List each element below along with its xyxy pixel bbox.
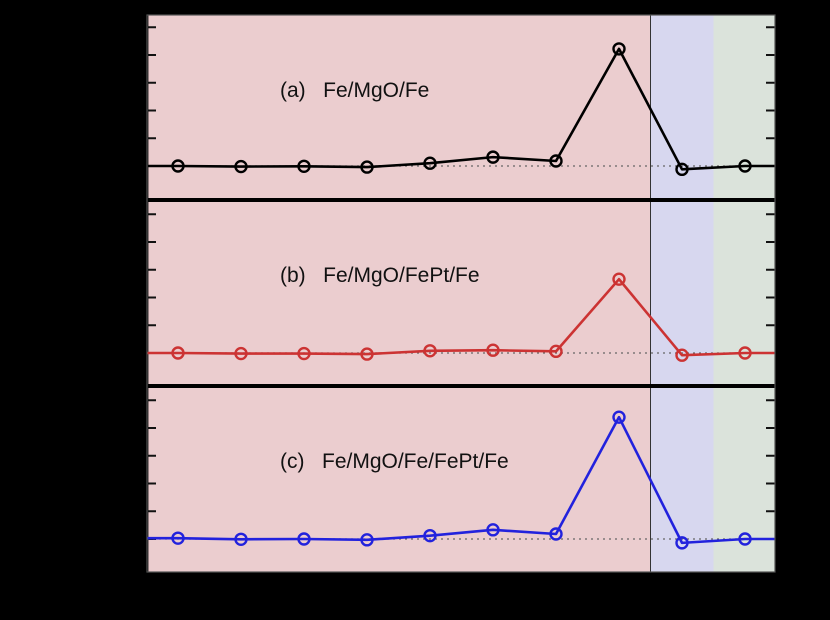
data-point-marker [738,532,752,546]
data-point-marker [171,346,185,360]
region-1-background [148,386,651,572]
plot-frame [146,14,776,573]
series-line [147,415,775,545]
data-point-marker [612,410,626,424]
data-point-marker [675,536,689,550]
panel-c: (c) Fe/MgO/Fe/FePt/Fe [147,386,775,572]
panel-label: (b) Fe/MgO/FePt/Fe [280,264,480,287]
data-point-marker [171,159,185,173]
series-line [147,47,775,171]
data-point-marker [297,346,311,361]
data-point-marker [234,159,248,174]
data-point-marker [549,344,563,359]
data-point-marker [360,533,374,547]
region-3-background [713,15,775,200]
data-point-marker [675,162,689,177]
panel-b: (b) Fe/MgO/FePt/Fe [147,200,775,386]
data-point-marker [423,156,437,170]
data-point-marker [360,347,374,361]
data-point-marker [738,346,752,360]
data-point-marker [486,523,500,537]
data-point-marker [297,159,311,173]
data-point-marker [549,154,563,168]
data-point-marker [738,159,752,173]
data-point-marker [360,160,374,174]
data-point-marker [612,272,626,286]
region-1-background [148,200,651,386]
data-point-marker [612,42,626,56]
data-point-marker [549,527,563,541]
data-point-marker [234,346,248,361]
data-point-marker [486,343,500,357]
data-point-marker [675,348,689,362]
region-1-background [148,15,651,200]
panel-label: (a) Fe/MgO/Fe [280,79,429,102]
data-point-marker [423,344,437,358]
panel-label: (c) Fe/MgO/Fe/FePt/Fe [280,450,509,473]
data-point-marker [171,531,185,545]
data-point-marker [486,150,500,164]
series-line [147,277,775,357]
data-point-marker [423,528,437,543]
data-point-marker [297,532,311,546]
panel-a: (a) Fe/MgO/Fe [147,15,775,200]
data-point-marker [234,532,248,546]
region-2-background [650,15,714,200]
region-2-background [650,200,714,386]
